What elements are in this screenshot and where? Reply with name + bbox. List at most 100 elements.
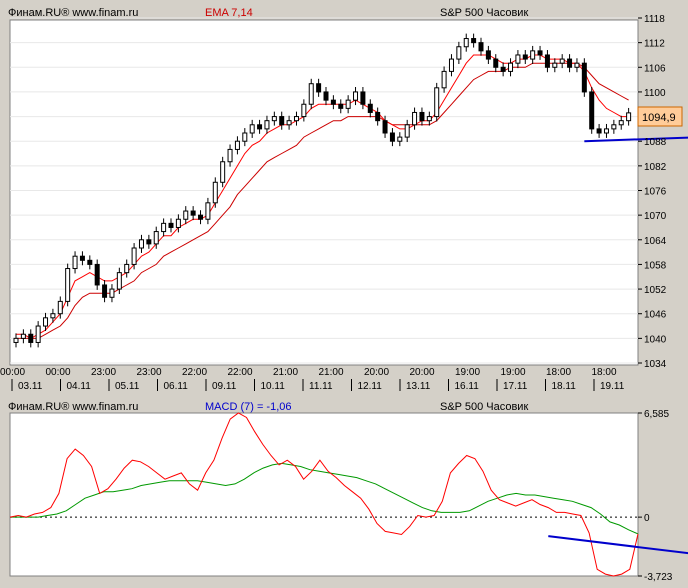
candle-body: [485, 50, 491, 60]
candle-body: [581, 62, 587, 93]
candle-body: [35, 325, 41, 343]
price-y-tick-label: 1076: [644, 187, 667, 198]
price-x-time-label: 19:00: [455, 367, 480, 378]
candle-body: [596, 128, 602, 134]
price-trendline-path: [584, 136, 688, 143]
price-y-tick-label: 1112: [644, 39, 665, 50]
candle-body: [463, 38, 469, 48]
candle-body: [198, 214, 204, 220]
candle-body: [13, 337, 19, 343]
candle-body: [205, 202, 211, 220]
candle-body: [537, 50, 543, 56]
candle-body: [367, 103, 373, 113]
top-indicator-label: EMA 7,14: [205, 7, 253, 19]
price-x-time-label: 19:00: [501, 367, 526, 378]
price-trendline: [584, 136, 688, 143]
price-y-tick-label: 1064: [644, 236, 667, 247]
candle-body: [544, 54, 550, 68]
candle-body: [293, 116, 299, 122]
candle-body: [611, 124, 617, 130]
price-x-time-label: 23:00: [137, 367, 162, 378]
candle-body: [559, 58, 565, 64]
price-x-date-label: 12.11: [358, 381, 383, 392]
price-y-tick-label: 1052: [644, 285, 667, 296]
candle-body: [79, 255, 85, 261]
candle-body: [603, 128, 609, 134]
candle-body: [146, 239, 152, 245]
candles: [13, 33, 632, 348]
price-x-time-label: 22:00: [182, 367, 207, 378]
candle-body: [50, 313, 56, 319]
top-title-label: S&P 500 Часовик: [440, 7, 528, 19]
candle-body: [20, 333, 26, 339]
price-y-tick-label: 1106: [644, 63, 666, 74]
price-y-ticks: 1118111211061100109410881082107610701064…: [638, 14, 667, 370]
candle-body: [87, 259, 93, 265]
candle-body: [271, 116, 277, 122]
bottom-indicator-label: MACD (7) = -1,06: [205, 401, 292, 413]
candle-body: [131, 247, 137, 265]
price-x-time-label: 21:00: [273, 367, 298, 378]
candle-body: [522, 54, 528, 60]
candle-body: [589, 91, 595, 130]
candle-body: [478, 42, 484, 52]
candle-body: [330, 99, 336, 105]
price-x-date-label: 05.11: [115, 381, 140, 392]
price-x-time-label: 20:00: [410, 367, 435, 378]
candle-body: [493, 58, 499, 68]
candle-body: [242, 132, 248, 142]
candle-body: [286, 120, 292, 126]
bottom-title-label: S&P 500 Часовик: [440, 401, 528, 413]
candle-body: [57, 300, 63, 315]
candle-body: [397, 136, 403, 142]
macd-y-tick-label: 0: [644, 513, 650, 524]
macd-y-ticks: 6,585 0 -3,723: [638, 409, 673, 583]
macd-trendline-path: [548, 535, 688, 555]
ema-slow-path: [16, 62, 629, 339]
candle-body: [227, 148, 233, 163]
candle-body: [94, 263, 100, 286]
candle-body: [404, 124, 410, 138]
candle-body: [618, 120, 624, 126]
candle-body: [323, 91, 329, 101]
price-x-date-label: 16.11: [455, 381, 480, 392]
candle-body: [412, 111, 418, 126]
price-x-time-label: 21:00: [319, 367, 344, 378]
price-x-date-label: 06.11: [164, 381, 189, 392]
price-y-tick-label: 1046: [644, 310, 667, 321]
price-x-ticks: 00:00 00:00 23:00 23:00 22:00 22:00 21:00 21:00…: [0, 367, 625, 392]
price-x-time-label: 18:00: [546, 367, 571, 378]
candle-body: [153, 231, 159, 245]
price-y-tick-label: 1058: [644, 260, 667, 271]
candle-body: [515, 54, 521, 64]
candle-body: [175, 218, 181, 228]
candle-body: [316, 83, 322, 93]
candle-body: [301, 103, 307, 118]
candle-body: [308, 83, 314, 105]
candle-body: [124, 263, 130, 274]
price-y-tick-label: 1082: [644, 162, 667, 173]
candle-body: [183, 210, 189, 220]
candle-body: [168, 222, 174, 228]
price-y-tick-label: 1040: [644, 334, 667, 345]
candle-body: [626, 112, 632, 122]
price-plot-area: [9, 19, 639, 366]
candle-body: [471, 38, 477, 44]
price-grid: [10, 17, 638, 364]
macd-plot-area: [9, 412, 639, 577]
price-y-tick-label: 1070: [644, 211, 667, 222]
candle-body: [220, 161, 226, 183]
top-source-label: Финам.RU® www.finam.ru: [8, 7, 138, 19]
price-x-time-label: 22:00: [228, 367, 253, 378]
candle-body: [441, 70, 447, 89]
candle-body: [338, 103, 344, 109]
candle-body: [456, 46, 462, 60]
candle-body: [257, 124, 263, 130]
macd-path: [9, 412, 639, 577]
candle-body: [138, 239, 144, 249]
price-x-time-label: 00:00: [0, 367, 25, 378]
candle-body: [43, 317, 49, 327]
price-x-date-label: 18.11: [552, 381, 577, 392]
macd-y-tick-label: -3,723: [644, 572, 673, 583]
